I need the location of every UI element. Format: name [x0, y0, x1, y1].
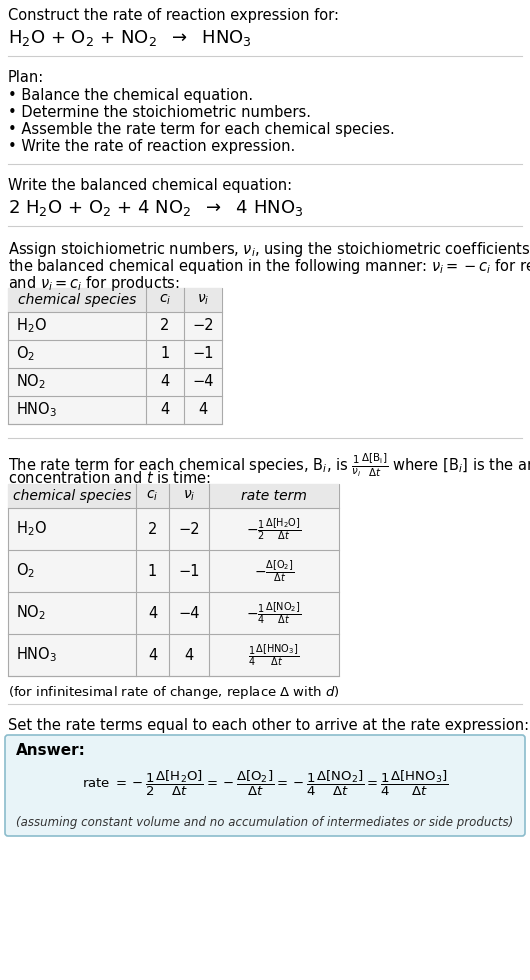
Text: Answer:: Answer: [16, 743, 86, 758]
Text: the balanced chemical equation in the following manner: $\nu_i = -c_i$ for react: the balanced chemical equation in the fo… [8, 257, 530, 276]
Text: $-\frac{1}{4}\frac{\Delta[\mathrm{NO_2}]}{\Delta t}$: $-\frac{1}{4}\frac{\Delta[\mathrm{NO_2}]… [246, 600, 302, 626]
Text: 4: 4 [184, 648, 193, 662]
Text: NO$_2$: NO$_2$ [16, 604, 46, 622]
Bar [8, 484, 339, 508]
Text: • Balance the chemical equation.: • Balance the chemical equation. [8, 88, 253, 103]
Text: $\nu_i$: $\nu_i$ [197, 293, 209, 307]
Text: Plan:: Plan: [8, 70, 44, 85]
Text: chemical species: chemical species [13, 489, 131, 503]
Text: 4: 4 [198, 403, 208, 417]
Text: −1: −1 [178, 564, 200, 578]
Text: chemical species: chemical species [18, 293, 136, 307]
Text: NO$_2$: NO$_2$ [16, 372, 46, 391]
Text: $-\frac{1}{2}\frac{\Delta[\mathrm{H_2O}]}{\Delta t}$: $-\frac{1}{2}\frac{\Delta[\mathrm{H_2O}]… [246, 516, 302, 542]
Text: $c_i$: $c_i$ [159, 293, 171, 307]
Text: and $\nu_i = c_i$ for products:: and $\nu_i = c_i$ for products: [8, 274, 180, 293]
Text: $\nu_i$: $\nu_i$ [183, 489, 195, 503]
Text: Write the balanced chemical equation:: Write the balanced chemical equation: [8, 178, 292, 193]
Text: 4: 4 [148, 648, 157, 662]
Text: The rate term for each chemical species, B$_i$, is $\frac{1}{\nu_i}\frac{\Delta[: The rate term for each chemical species,… [8, 452, 530, 479]
Text: rate term: rate term [241, 489, 307, 503]
Text: 4: 4 [161, 403, 170, 417]
Text: −4: −4 [178, 606, 200, 620]
Text: 2 H$_2$O + O$_2$ + 4 NO$_2$  $\rightarrow$  4 HNO$_3$: 2 H$_2$O + O$_2$ + 4 NO$_2$ $\rightarrow… [8, 198, 304, 218]
Text: Construct the rate of reaction expression for:: Construct the rate of reaction expressio… [8, 8, 339, 23]
Text: HNO$_3$: HNO$_3$ [16, 401, 57, 419]
Text: 1: 1 [161, 347, 170, 362]
Text: $\frac{1}{4}\frac{\Delta[\mathrm{HNO_3}]}{\Delta t}$: $\frac{1}{4}\frac{\Delta[\mathrm{HNO_3}]… [249, 642, 299, 668]
Text: −1: −1 [192, 347, 214, 362]
Text: $-\frac{\Delta[\mathrm{O_2}]}{\Delta t}$: $-\frac{\Delta[\mathrm{O_2}]}{\Delta t}$ [254, 559, 294, 584]
Text: rate $= -\dfrac{1}{2}\dfrac{\Delta[\mathrm{H_2O}]}{\Delta t} = -\dfrac{\Delta[\m: rate $= -\dfrac{1}{2}\dfrac{\Delta[\math… [82, 768, 448, 798]
Text: Set the rate terms equal to each other to arrive at the rate expression:: Set the rate terms equal to each other t… [8, 718, 529, 733]
Text: 1: 1 [148, 564, 157, 578]
Text: 4: 4 [161, 374, 170, 389]
Text: • Determine the stoichiometric numbers.: • Determine the stoichiometric numbers. [8, 105, 311, 120]
Bar [8, 288, 222, 424]
Text: O$_2$: O$_2$ [16, 345, 35, 364]
Text: 4: 4 [148, 606, 157, 620]
Text: H$_2$O: H$_2$O [16, 519, 47, 538]
Text: (assuming constant volume and no accumulation of intermediates or side products): (assuming constant volume and no accumul… [16, 815, 514, 828]
Bar [8, 288, 222, 312]
Text: H$_2$O + O$_2$ + NO$_2$  $\rightarrow$  HNO$_3$: H$_2$O + O$_2$ + NO$_2$ $\rightarrow$ HN… [8, 28, 252, 48]
Text: HNO$_3$: HNO$_3$ [16, 646, 57, 664]
Text: • Assemble the rate term for each chemical species.: • Assemble the rate term for each chemic… [8, 122, 395, 137]
Text: (for infinitesimal rate of change, replace Δ with $d$): (for infinitesimal rate of change, repla… [8, 684, 340, 701]
Text: −2: −2 [178, 521, 200, 536]
Text: • Write the rate of reaction expression.: • Write the rate of reaction expression. [8, 139, 295, 154]
Text: −4: −4 [192, 374, 214, 389]
Text: 2: 2 [160, 318, 170, 333]
Text: −2: −2 [192, 318, 214, 333]
Bar [8, 484, 339, 676]
Text: H$_2$O: H$_2$O [16, 317, 47, 335]
FancyBboxPatch shape [5, 735, 525, 836]
Text: concentration and $t$ is time:: concentration and $t$ is time: [8, 470, 211, 486]
Text: Assign stoichiometric numbers, $\nu_i$, using the stoichiometric coefficients, $: Assign stoichiometric numbers, $\nu_i$, … [8, 240, 530, 259]
Text: O$_2$: O$_2$ [16, 562, 35, 580]
Text: $c_i$: $c_i$ [146, 489, 158, 503]
Text: 2: 2 [148, 521, 157, 536]
